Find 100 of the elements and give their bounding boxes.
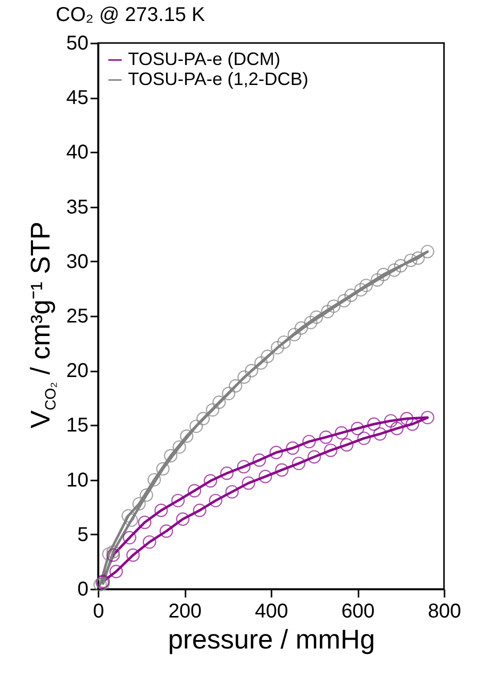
point (275, 463, 289, 477)
y-tick-label: 30 (66, 250, 88, 273)
point (357, 432, 371, 446)
point (242, 476, 256, 490)
point (188, 484, 202, 498)
point (367, 417, 381, 431)
point (212, 396, 226, 409)
point (93, 578, 107, 592)
point (337, 294, 351, 308)
point (237, 370, 251, 384)
point (292, 456, 306, 470)
point (260, 350, 274, 364)
point (388, 263, 401, 277)
point (310, 310, 324, 324)
point (148, 473, 161, 487)
point (192, 504, 206, 518)
point (269, 446, 283, 460)
point (189, 420, 203, 434)
x-tick-label: 600 (341, 600, 375, 622)
point (370, 273, 384, 287)
point (354, 283, 368, 297)
point (142, 535, 156, 549)
point (359, 278, 373, 292)
point (106, 548, 120, 562)
point (390, 422, 404, 436)
point (319, 430, 333, 444)
point (156, 462, 170, 476)
point (277, 335, 291, 349)
point (109, 564, 123, 578)
point (164, 449, 178, 462)
point (154, 504, 168, 518)
x-tick-label: 400 (254, 600, 288, 622)
legend-label: TOSU-PA-e (1,2-DCB) (128, 69, 308, 89)
point (228, 379, 242, 393)
point (344, 288, 358, 302)
point (340, 438, 354, 452)
point (324, 444, 338, 458)
point (350, 422, 364, 436)
point (320, 304, 334, 318)
y-tick-label: 10 (66, 469, 88, 492)
point (286, 441, 300, 455)
point (124, 513, 138, 527)
point (176, 512, 190, 526)
point (160, 524, 174, 538)
point (254, 356, 268, 370)
point (288, 328, 302, 342)
y-tick-label: 15 (66, 414, 88, 437)
point (106, 545, 120, 559)
point (225, 485, 239, 499)
point (102, 547, 116, 561)
point (222, 386, 236, 400)
point (180, 429, 194, 443)
point (376, 268, 390, 282)
point (244, 364, 258, 378)
point (400, 412, 414, 426)
point (172, 440, 186, 454)
point (206, 403, 220, 417)
point (126, 548, 140, 562)
x-tick-label: 0 (92, 600, 104, 622)
point (326, 299, 340, 313)
point (420, 410, 434, 424)
x-tick-label: 200 (168, 600, 202, 622)
point (237, 460, 250, 474)
point (258, 470, 272, 484)
y-tick-label: 40 (66, 142, 88, 164)
y-tick-label: 50 (66, 32, 88, 54)
x-axis-title: pressure / mmHg (168, 624, 376, 654)
point (220, 466, 234, 480)
legend-label: TOSU-PA-e (DCM) (128, 49, 280, 69)
y-tick-label: 0 (77, 578, 88, 600)
point (294, 321, 308, 335)
point (208, 494, 222, 508)
point (270, 340, 284, 354)
point (373, 427, 387, 441)
point (404, 254, 418, 268)
point (302, 434, 316, 448)
point (138, 516, 152, 530)
point (304, 316, 318, 330)
y-tick-label: 45 (66, 87, 88, 110)
point (394, 259, 408, 272)
point (420, 244, 434, 258)
y-tick-label: 25 (66, 306, 88, 328)
point (122, 530, 136, 544)
point (411, 251, 425, 265)
point (308, 450, 321, 464)
point (204, 474, 218, 488)
y-tick-label: 5 (77, 524, 88, 546)
point (122, 509, 135, 523)
point (406, 417, 420, 431)
chart-title: CO₂ @ 273.15 K (56, 4, 206, 26)
point (132, 497, 146, 511)
point (196, 412, 210, 426)
point (171, 494, 185, 508)
point (334, 426, 348, 440)
point (140, 488, 154, 502)
point (252, 453, 266, 467)
x-tick-label: 800 (428, 600, 462, 622)
y-tick-label: 35 (66, 196, 88, 218)
point (384, 414, 398, 428)
y-tick-label: 20 (66, 360, 88, 382)
